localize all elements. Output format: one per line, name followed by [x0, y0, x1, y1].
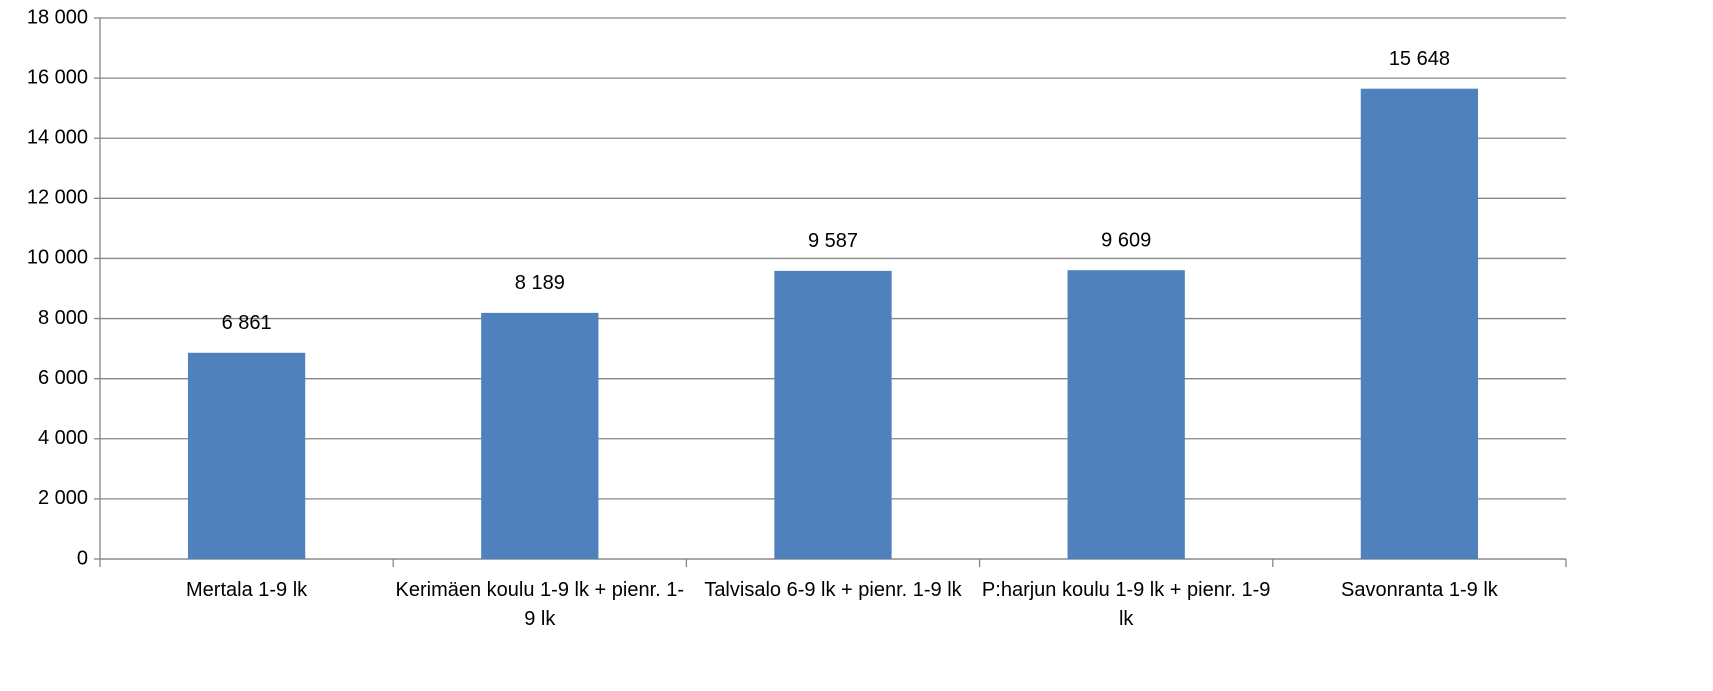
x-tick-label: Savonranta 1-9 lk: [1341, 579, 1498, 601]
y-tick-label: 14 000: [27, 127, 88, 149]
y-tick-label: 18 000: [27, 6, 88, 28]
data-label: 9 609: [1101, 229, 1151, 251]
y-tick-label: 8 000: [38, 307, 88, 329]
y-tick-label: 2 000: [38, 487, 88, 509]
x-tick-label: Mertala 1-9 lk: [186, 579, 308, 601]
x-tick-label: P:harjun koulu 1-9 lk + pienr. 1-9 lk: [981, 579, 1271, 630]
y-tick-label: 12 000: [27, 187, 88, 209]
data-label: 6 861: [222, 312, 272, 334]
data-label: 9 587: [808, 230, 858, 252]
data-label: 15 648: [1389, 48, 1450, 70]
y-tick-label: 0: [77, 547, 88, 569]
bar: [1360, 88, 1479, 559]
x-tick-label: Kerimäen koulu 1-9 lk + pienr. 1-9 lk: [395, 579, 685, 630]
bar: [187, 352, 306, 559]
y-tick-label: 4 000: [38, 427, 88, 449]
x-tick-label: Talvisalo 6-9 lk + pienr. 1-9 lk: [704, 579, 962, 601]
y-tick-label: 10 000: [27, 247, 88, 269]
data-label: 8 189: [515, 272, 565, 294]
bar: [1067, 270, 1185, 559]
bar: [774, 270, 892, 559]
y-tick-label: 16 000: [27, 66, 88, 88]
y-tick-label: 6 000: [38, 367, 88, 389]
bar: [481, 312, 599, 559]
